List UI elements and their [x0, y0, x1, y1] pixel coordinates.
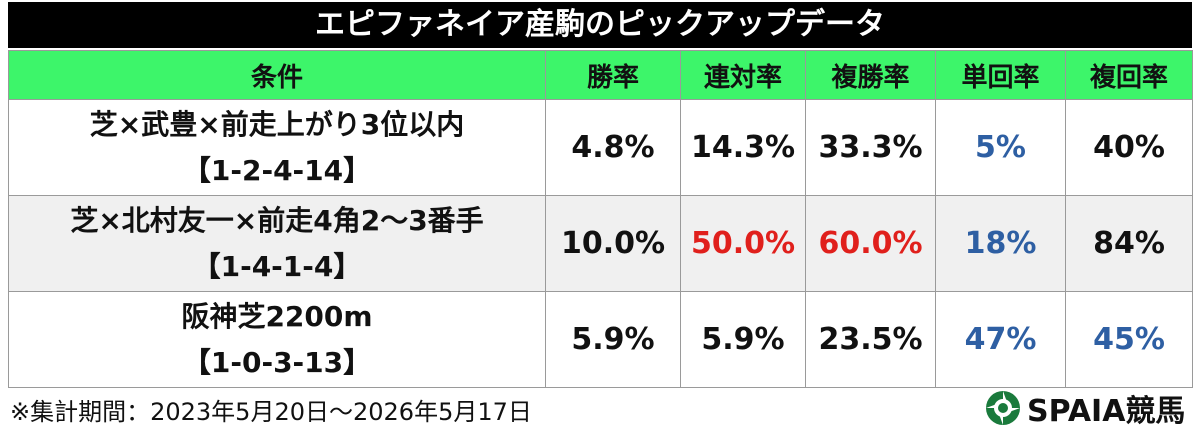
value-cell: 5.9%: [680, 291, 806, 388]
value-cell: 5%: [935, 99, 1066, 196]
value-cell: 45%: [1065, 291, 1193, 388]
logo-text: SPAIA競馬: [1027, 394, 1186, 429]
condition-cell: 芝×武豊×前走上がり3位以内 【1-2-4-14】: [8, 99, 546, 196]
header-cell: 条件: [8, 50, 546, 100]
condition-line: 【1-0-3-13】: [182, 345, 372, 379]
table-row: 阪神芝2200m 【1-0-3-13】 5.9% 5.9% 23.5% 47% 45%: [8, 291, 1193, 388]
value-cell: 10.0%: [545, 195, 681, 292]
value-cell: 23.5%: [805, 291, 936, 388]
logo: SPAIA競馬: [985, 386, 1185, 430]
condition-cell: 阪神芝2200m 【1-0-3-13】: [8, 291, 546, 388]
condition-line: 芝×北村友一×前走4角2～3番手: [70, 203, 484, 237]
logo-icon: [986, 391, 1020, 425]
value-cell: 47%: [935, 291, 1066, 388]
value-cell: 5.9%: [545, 291, 681, 388]
table-title: エピファネイア産駒のピックアップデータ: [8, 2, 1192, 48]
value-cell: 40%: [1065, 99, 1193, 196]
value-cell: 60.0%: [805, 195, 936, 292]
condition-line: 【1-4-1-4】: [192, 249, 362, 283]
value-cell: 4.8%: [545, 99, 681, 196]
value-cell: 84%: [1065, 195, 1193, 292]
condition-line: 【1-2-4-14】: [182, 153, 372, 187]
value-cell: 50.0%: [680, 195, 806, 292]
header-cell: 複回率: [1065, 50, 1193, 100]
condition-cell: 芝×北村友一×前走4角2～3番手 【1-4-1-4】: [8, 195, 546, 292]
header-cell: 複勝率: [805, 50, 936, 100]
header-cell: 連対率: [680, 50, 806, 100]
footnote: ※集計期間：2023年5月20日～2026年5月17日: [10, 398, 532, 426]
value-cell: 14.3%: [680, 99, 806, 196]
value-cell: 18%: [935, 195, 1066, 292]
header-cell: 単回率: [935, 50, 1066, 100]
condition-line: 芝×武豊×前走上がり3位以内: [89, 107, 465, 141]
table-row: 芝×北村友一×前走4角2～3番手 【1-4-1-4】 10.0% 50.0% 60.0%…: [8, 195, 1193, 292]
header-cell: 勝率: [545, 50, 681, 100]
table-row: 芝×武豊×前走上がり3位以内 【1-2-4-14】 4.8% 14.3% 33.3% 5%…: [8, 99, 1193, 196]
value-cell: 33.3%: [805, 99, 936, 196]
header-row: 条件 勝率 連対率 複勝率 単回率 複回率: [8, 50, 1193, 100]
condition-line: 阪神芝2200m: [181, 299, 373, 333]
data-table: 条件 勝率 連対率 複勝率 単回率 複回率 芝×武豊×前走上がり3位以内 【1-2-4-14…: [8, 50, 1193, 388]
